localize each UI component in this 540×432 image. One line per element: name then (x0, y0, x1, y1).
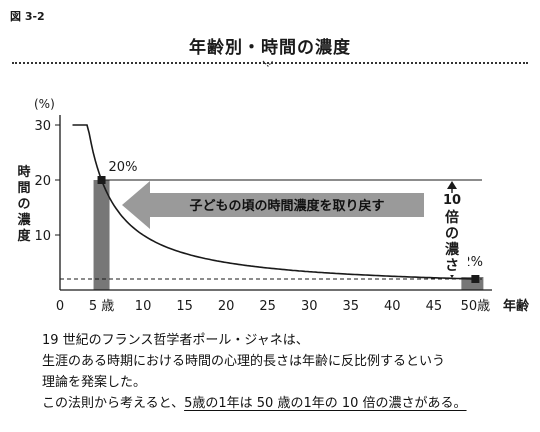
x-tick-label: 5 歳 (89, 299, 114, 314)
x-tick-label: 50歳 (461, 299, 491, 314)
x-tick-label: 0 (56, 299, 64, 314)
conclusion-line: この法則から考えると、5歳の1年は 50 歳の1年の 10 倍の濃さがある。 (42, 393, 532, 414)
y-axis-title-char: 時 (17, 164, 30, 180)
ratio-label-char: 倍 (445, 209, 459, 226)
ratio-label-bg (436, 193, 468, 275)
x-tick-label: 30 (301, 299, 318, 314)
y-axis-title-char: 度 (17, 228, 31, 244)
ratio-label-number: 10 (443, 193, 461, 208)
data-label-20: 20% (109, 160, 138, 175)
x-tick-label: 40 (384, 299, 401, 314)
figure-title: 年齢別・時間の濃度 (189, 38, 351, 58)
x-tick-label: 10 (135, 299, 152, 314)
x-axis-title: 年齢 (503, 298, 530, 314)
regain-arrow (122, 181, 424, 229)
x-tick-label: 45 (426, 299, 443, 314)
ratio-label-char: さ (445, 258, 459, 274)
ratio-arrowhead-up (447, 181, 457, 189)
conclusion-emphasis: 5歳の1年は 50 歳の1年の 10 倍の濃さがある。 (184, 396, 467, 411)
ratio-label-char: 濃 (445, 241, 460, 258)
y-tick-label: 30 (34, 119, 51, 134)
body-line: 理論を発案した。 (42, 375, 147, 390)
arrow-label: 子どもの頃の時間濃度を取り戻す (189, 198, 384, 214)
x-tick-label: 15 (176, 299, 193, 314)
y-axis-title-char: 濃 (17, 212, 31, 228)
title-divider (12, 62, 528, 64)
age-5-bar (93, 180, 110, 290)
y-unit-label: (%) (34, 97, 55, 111)
x-tick-label: 20 (218, 299, 235, 314)
y-tick-label: 20 (34, 174, 51, 189)
ratio-label-char: の (445, 226, 459, 242)
y-axis-title-char: 間 (17, 181, 30, 196)
explanation-text: 19 世紀のフランス哲学者ポール・ジャネは、 生涯のある時期における時間の心理的… (42, 330, 532, 414)
conclusion-prefix: この法則から考えると、 (42, 396, 185, 411)
y-tick-label: 10 (34, 229, 51, 244)
y-axis-title-char: の (17, 197, 30, 212)
body-line: 19 世紀のフランス哲学者ポール・ジャネは、 (42, 333, 309, 348)
x-tick-label: 25 (259, 299, 276, 314)
point-age-5 (97, 176, 106, 184)
x-tick-label: 35 (342, 299, 359, 314)
divider-caret-icon (262, 60, 274, 67)
body-line: 生涯のある時期における時間の心理的長さは年齢に反比例するという (42, 354, 446, 369)
figure-label: 図 3-2 (10, 10, 45, 23)
point-age-50 (471, 275, 480, 283)
inverse-proportion-curve (72, 124, 476, 280)
